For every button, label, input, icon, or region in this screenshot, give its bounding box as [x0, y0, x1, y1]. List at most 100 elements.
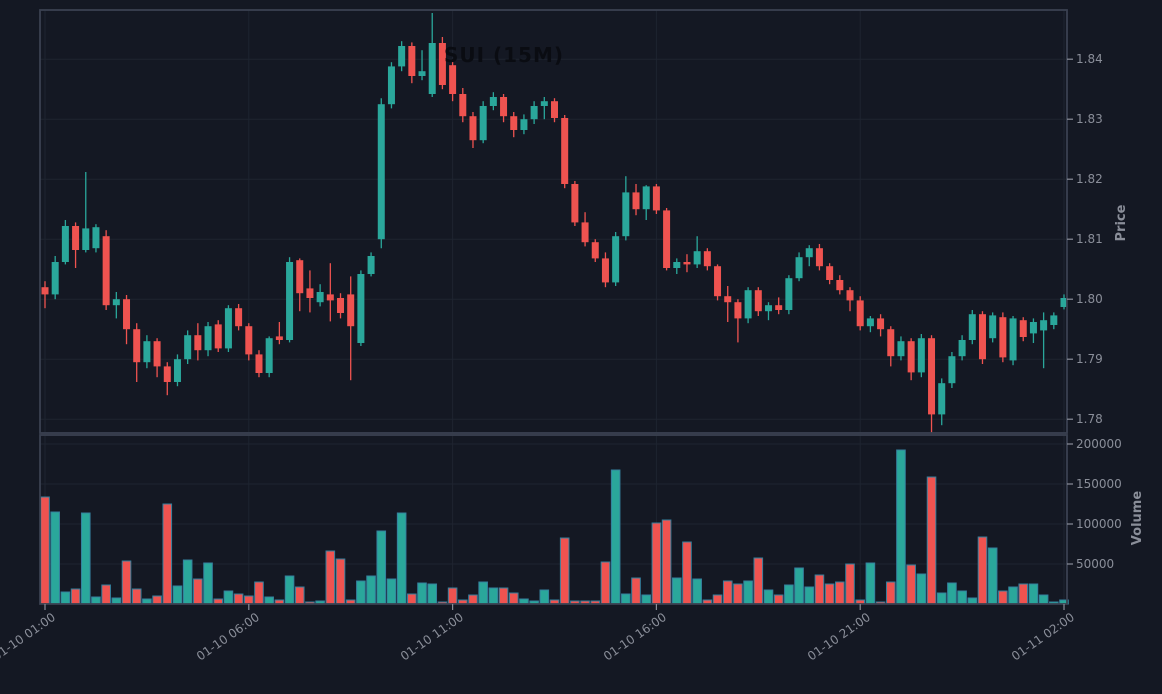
candle-body [785, 278, 793, 310]
volume-bar [987, 547, 998, 605]
candle-body [357, 274, 365, 343]
candle-body [265, 338, 273, 373]
candle-body [173, 359, 181, 382]
candle-body [612, 236, 620, 283]
volume-bar [1008, 586, 1018, 605]
candle-body [693, 251, 701, 265]
volume-bar [804, 586, 815, 605]
candle-body [367, 256, 375, 274]
volume-bar [407, 593, 417, 605]
volume-bar [906, 564, 916, 605]
candle-body [815, 248, 823, 267]
volume-bar [998, 590, 1008, 605]
volume-bar [947, 582, 957, 605]
candle-body [561, 118, 569, 184]
candle-body [153, 341, 161, 367]
volume-bar [936, 592, 947, 605]
volume-bar [1028, 583, 1039, 605]
price-tick-label: 1.82 [1076, 172, 1103, 187]
candle-body [601, 258, 609, 283]
volume-bar [1038, 594, 1049, 605]
candle-body [72, 226, 80, 250]
volume-bar [682, 541, 692, 605]
candle-body [347, 294, 355, 327]
volume-bar [835, 581, 845, 605]
candle-body [897, 341, 905, 357]
volume-bar [203, 562, 213, 605]
candle-body [387, 66, 395, 105]
candle-body [805, 248, 813, 258]
volume-bar [366, 575, 376, 605]
candle-body [245, 326, 253, 355]
volume-bar [386, 578, 397, 605]
volume-bar [131, 588, 142, 605]
volume-bar [40, 496, 50, 605]
candle-body [275, 336, 283, 340]
volume-bar [1018, 583, 1029, 605]
volume-bar [427, 583, 438, 605]
candle-body [856, 300, 864, 327]
candle-body [714, 266, 722, 297]
candle-body [622, 192, 630, 237]
volume-bar [182, 559, 193, 605]
candle-body [642, 186, 650, 210]
volume-bar [254, 581, 264, 605]
candle-body [652, 186, 660, 211]
candle-body [836, 280, 844, 291]
volume-bar [631, 577, 641, 605]
volume-bar [539, 589, 550, 605]
volume-bar [101, 584, 111, 605]
volume-bar [621, 593, 631, 605]
volume-bar [70, 588, 81, 605]
volume-bar [488, 587, 499, 605]
candle-body [795, 257, 803, 279]
price-tick-label: 1.81 [1076, 232, 1103, 247]
candle-body [1050, 315, 1058, 325]
volume-tick-label: 150000 [1076, 477, 1122, 491]
candle-body [887, 329, 895, 357]
volume-bar [223, 590, 234, 605]
volume-bar [865, 562, 876, 605]
volume-bar [651, 522, 662, 605]
volume-bar [957, 590, 967, 605]
volume-bar [264, 596, 274, 605]
volume-bar [845, 563, 855, 605]
candle-body [398, 46, 406, 67]
candle-body [663, 210, 671, 268]
candle-body [418, 71, 426, 76]
candle-body [866, 318, 874, 327]
candle-body [428, 43, 436, 94]
candle-body [826, 266, 834, 280]
volume-bar [814, 574, 825, 605]
candle-body [61, 226, 69, 262]
candle-body [194, 335, 202, 351]
volume-bar [885, 581, 896, 605]
candle-body [948, 356, 956, 384]
candle-body [703, 251, 711, 267]
candle-body [438, 43, 446, 85]
candle-body [123, 299, 131, 330]
price-tick-label: 1.83 [1076, 112, 1103, 127]
volume-bar [478, 581, 488, 605]
candle-body [530, 106, 538, 120]
candle-body [224, 308, 232, 349]
candle-body [214, 324, 222, 349]
volume-bar [559, 537, 570, 605]
candle-body [479, 106, 487, 141]
candle-body [968, 314, 976, 340]
candle-body [133, 329, 141, 363]
volume-bar [233, 593, 244, 605]
volume-bar [794, 567, 804, 605]
candle-body [286, 262, 294, 340]
candle-body [938, 383, 946, 415]
candle-body [734, 302, 742, 319]
volume-bar [193, 578, 203, 605]
candle-body [999, 317, 1007, 358]
candle-body [82, 228, 90, 250]
volume-bar [396, 512, 407, 605]
candle-body [928, 338, 936, 415]
volume-tick-label: 100000 [1076, 517, 1122, 531]
candle-body [337, 298, 345, 313]
